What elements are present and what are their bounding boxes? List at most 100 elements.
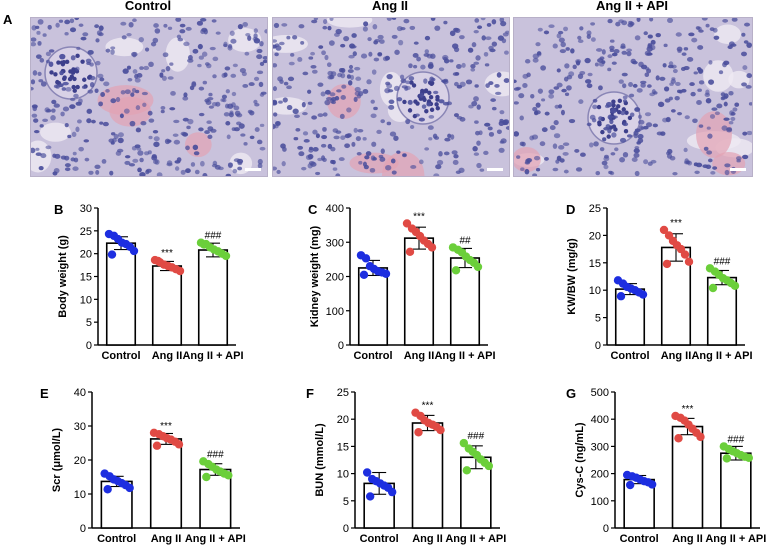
data-point — [359, 270, 369, 279]
cell-nucleus — [643, 31, 648, 36]
cell-nucleus — [652, 123, 658, 128]
cell-nucleus — [521, 141, 526, 147]
cell-nucleus — [321, 50, 326, 56]
glomerular-nucleus — [624, 110, 629, 115]
glomerular-nucleus — [611, 99, 616, 104]
significance-mark: ### — [205, 231, 222, 242]
cell-nucleus — [322, 126, 327, 132]
cell-nucleus — [353, 96, 358, 103]
cell-nucleus — [424, 35, 431, 41]
data-point — [473, 262, 483, 272]
cell-nucleus — [321, 135, 328, 140]
cell-nucleus — [174, 166, 180, 171]
cell-nucleus — [480, 18, 486, 21]
cell-nucleus — [249, 135, 255, 140]
cell-nucleus — [69, 104, 76, 109]
cell-nucleus — [554, 104, 560, 109]
bar — [151, 265, 183, 346]
cell-nucleus — [197, 63, 202, 68]
cell-nucleus — [37, 19, 44, 25]
cell-nucleus — [47, 24, 52, 30]
cell-nucleus — [179, 23, 186, 28]
glomerular-nucleus — [429, 80, 435, 86]
y-tick-label: 5 — [595, 313, 601, 325]
cell-nucleus — [619, 137, 627, 143]
cell-nucleus — [208, 105, 215, 109]
y-tick-label: 200 — [326, 272, 344, 284]
cell-nucleus — [613, 49, 620, 54]
cell-nucleus — [686, 57, 694, 62]
cell-nucleus — [705, 89, 710, 96]
tubule-lumen — [273, 35, 309, 53]
y-tick-label: 10 — [80, 294, 92, 306]
cell-nucleus — [672, 171, 678, 176]
data-point — [365, 492, 375, 501]
cell-nucleus — [728, 90, 734, 96]
cell-nucleus — [134, 144, 141, 149]
cell-nucleus — [80, 36, 87, 41]
cell-nucleus — [87, 89, 94, 94]
cell-nucleus — [307, 101, 313, 105]
panel-letter: F — [306, 386, 314, 401]
cell-nucleus — [227, 45, 233, 51]
cell-nucleus — [287, 76, 295, 82]
cell-nucleus — [483, 150, 489, 156]
cell-nucleus — [467, 47, 474, 53]
cell-nucleus — [137, 150, 144, 156]
cell-nucleus — [320, 91, 326, 97]
glomerular-nucleus — [424, 109, 429, 114]
significance-mark: *** — [161, 248, 173, 259]
cell-nucleus — [692, 118, 698, 124]
cell-nucleus — [577, 39, 584, 44]
cell-nucleus — [642, 125, 649, 130]
cell-nucleus — [153, 159, 159, 165]
cell-nucleus — [409, 124, 415, 130]
cell-nucleus — [136, 147, 142, 151]
cell-nucleus — [364, 155, 370, 160]
cell-nucleus — [278, 100, 283, 104]
cell-nucleus — [230, 38, 237, 44]
cell-nucleus — [208, 92, 213, 97]
cell-nucleus — [362, 89, 369, 94]
data-point — [708, 283, 718, 293]
cell-nucleus — [514, 101, 519, 105]
bar — [411, 422, 444, 529]
cell-nucleus — [194, 169, 200, 175]
cell-nucleus — [472, 146, 478, 152]
cell-nucleus — [438, 151, 443, 157]
cell-nucleus — [584, 57, 591, 64]
cell-nucleus — [31, 42, 37, 47]
chart-f: F 0 5 10 15 20 25 BUN (mmol/L) Control Ang II *** A… — [306, 386, 506, 545]
cell-nucleus — [227, 103, 234, 109]
cell-nucleus — [350, 74, 355, 81]
cell-nucleus — [315, 171, 321, 176]
y-axis-label: Kidney weight (mg) — [309, 225, 321, 327]
cell-nucleus — [59, 70, 64, 76]
cell-nucleus — [283, 81, 289, 86]
cell-nucleus — [273, 86, 277, 92]
cell-nucleus — [721, 125, 728, 131]
cell-nucleus — [611, 52, 618, 57]
cell-nucleus — [622, 151, 629, 158]
cell-nucleus — [71, 131, 77, 137]
significance-mark: ## — [459, 235, 471, 246]
cell-nucleus — [254, 127, 260, 133]
cell-nucleus — [707, 133, 713, 139]
cell-nucleus — [626, 134, 633, 138]
cell-nucleus — [94, 164, 101, 169]
cell-nucleus — [553, 86, 560, 90]
cell-nucleus — [38, 166, 44, 171]
cell-nucleus — [232, 63, 238, 68]
cell-nucleus — [609, 118, 614, 125]
cell-nucleus — [622, 122, 629, 127]
cell-nucleus — [185, 168, 191, 174]
cell-nucleus — [98, 32, 104, 37]
y-tick-label: 0 — [80, 523, 86, 535]
cell-nucleus — [198, 127, 204, 132]
cell-nucleus — [552, 167, 559, 172]
cell-nucleus — [596, 48, 603, 52]
cell-nucleus — [644, 112, 652, 117]
cell-nucleus — [294, 114, 300, 118]
data-point — [451, 266, 461, 275]
cell-nucleus — [728, 120, 734, 125]
